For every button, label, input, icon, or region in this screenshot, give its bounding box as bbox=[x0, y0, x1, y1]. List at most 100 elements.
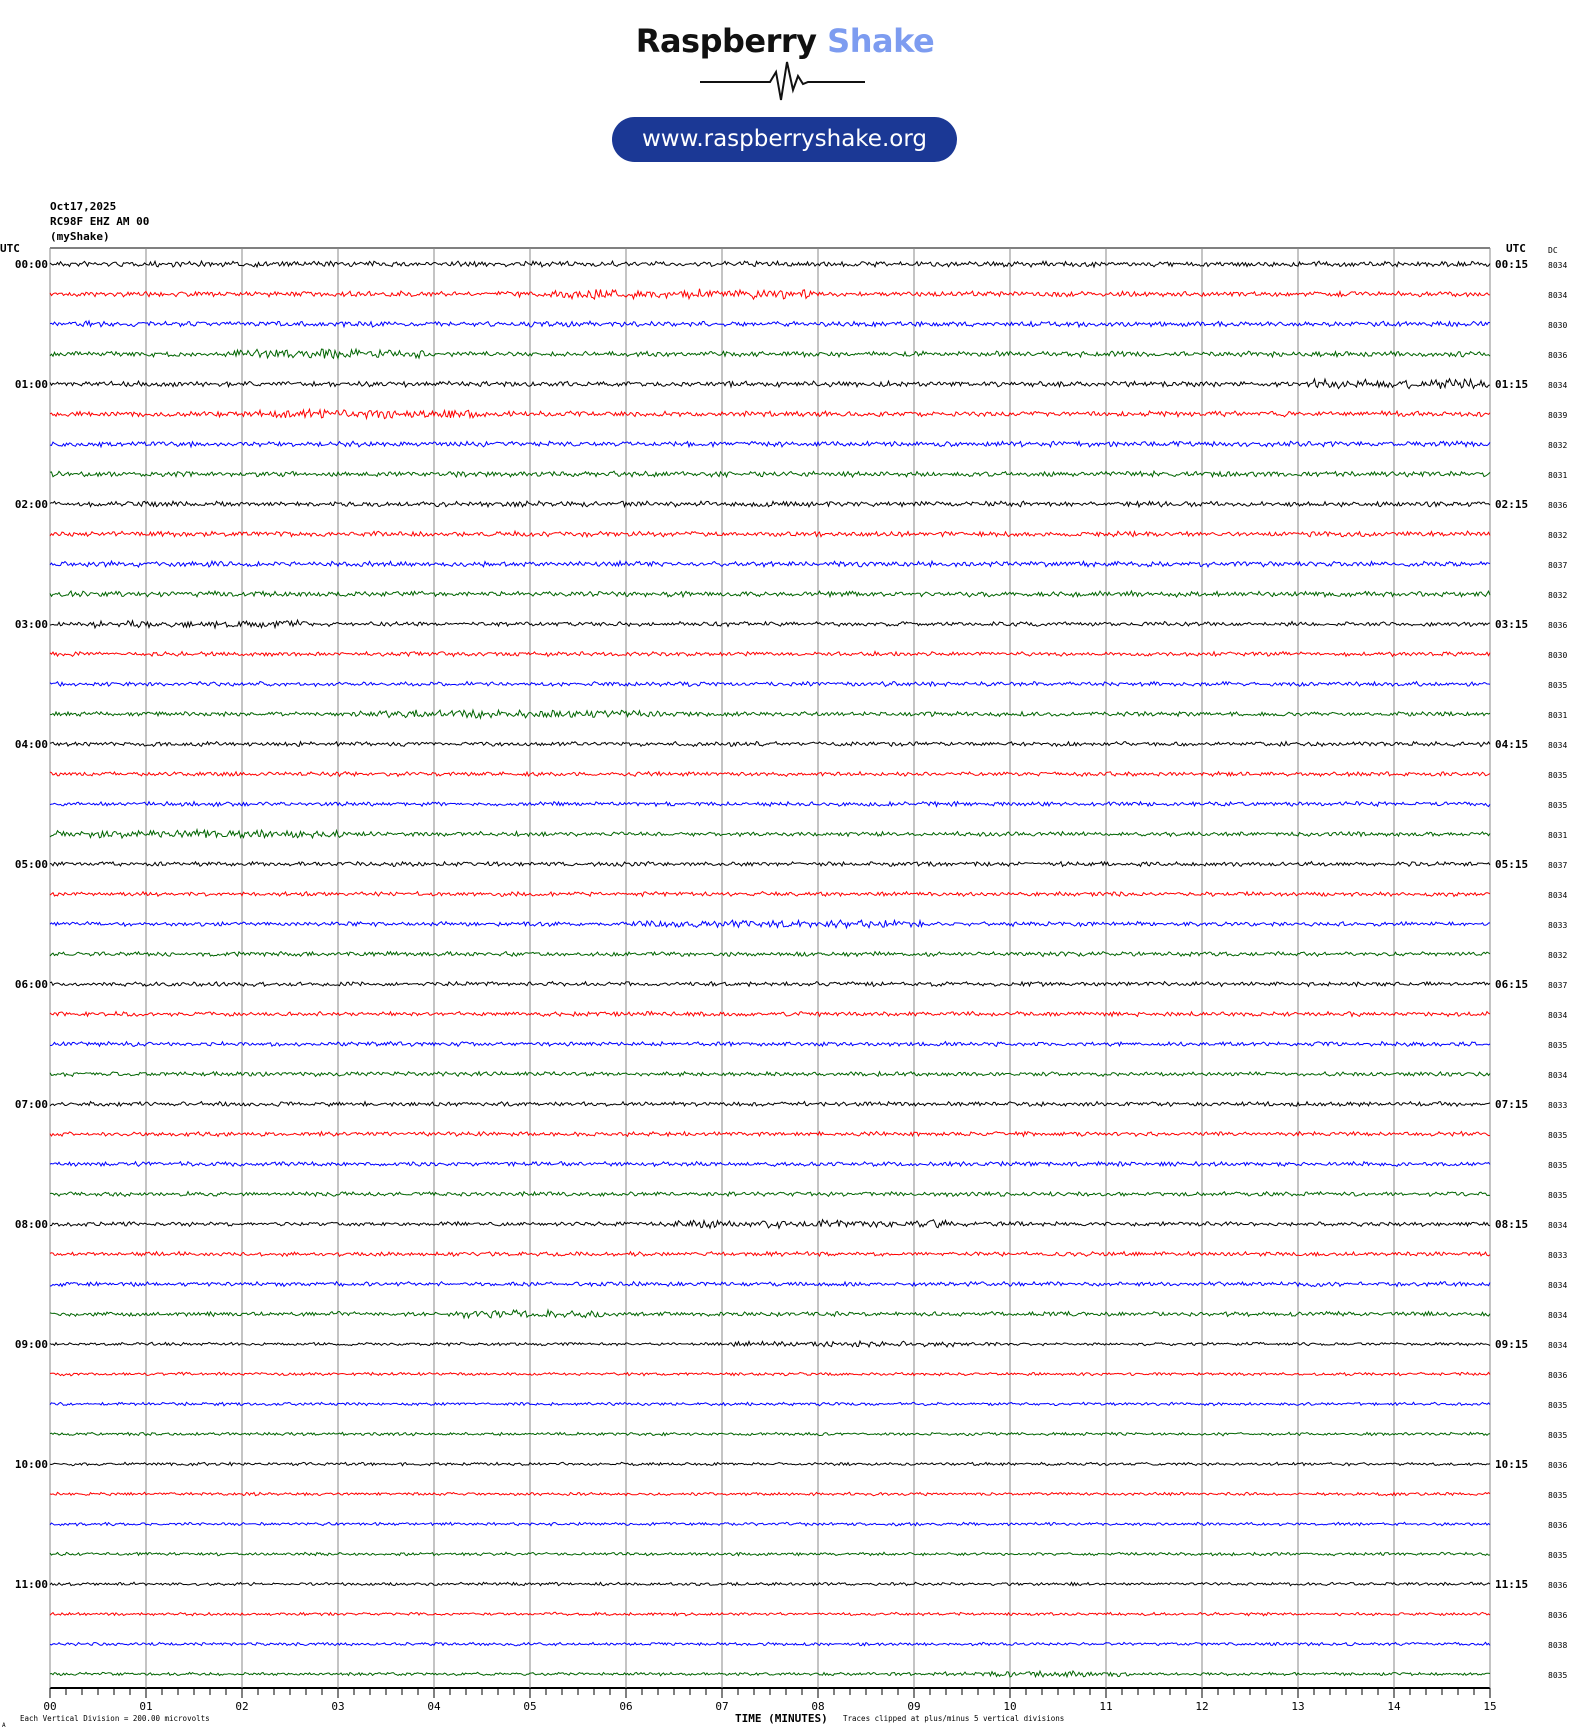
x-tick-label: 08 bbox=[811, 1700, 824, 1713]
left-hour-label: 05:00 bbox=[15, 858, 48, 871]
logo-title: Raspberry Shake bbox=[0, 22, 1570, 60]
left-hour-label: 06:00 bbox=[15, 978, 48, 991]
right-hour-label: 04:15 bbox=[1495, 738, 1528, 751]
seismic-trace bbox=[49, 259, 1491, 269]
left-hour-label: 04:00 bbox=[15, 738, 48, 751]
seismic-trace bbox=[49, 1461, 1491, 1467]
seismic-trace bbox=[49, 559, 1491, 569]
dc-offset-label: 8039 bbox=[1548, 411, 1567, 420]
dc-offset-label: 8035 bbox=[1548, 1401, 1567, 1410]
left-hour-label: 08:00 bbox=[15, 1218, 48, 1231]
dc-offset-label: 8038 bbox=[1548, 1641, 1567, 1650]
dc-offset-label: 8030 bbox=[1548, 651, 1567, 660]
left-hour-label: 01:00 bbox=[15, 378, 48, 391]
seismic-trace bbox=[49, 618, 1491, 630]
right-hour-label: 01:15 bbox=[1495, 378, 1528, 391]
x-tick-label: 06 bbox=[619, 1700, 632, 1713]
dc-offset-label: 8034 bbox=[1548, 741, 1567, 750]
right-hour-label: 07:15 bbox=[1495, 1098, 1528, 1111]
seismic-trace bbox=[49, 827, 1491, 840]
station-label: RC98F EHZ AM 00 bbox=[50, 215, 150, 228]
seismic-trace bbox=[49, 1160, 1491, 1168]
dc-offset-label: 8035 bbox=[1548, 1041, 1567, 1050]
dc-offset-label: 8032 bbox=[1548, 951, 1567, 960]
dc-offset-label: 8037 bbox=[1548, 981, 1567, 990]
x-axis-title: TIME (MINUTES) bbox=[735, 1712, 828, 1725]
right-utc-title: UTC bbox=[1506, 242, 1526, 255]
dc-offset-label: 8034 bbox=[1548, 381, 1567, 390]
dc-title: DC bbox=[1548, 246, 1558, 255]
dc-offset-label: 8034 bbox=[1548, 1281, 1567, 1290]
dc-offset-label: 8035 bbox=[1548, 1431, 1567, 1440]
dc-offset-label: 8033 bbox=[1548, 921, 1567, 930]
seismic-trace bbox=[49, 1040, 1491, 1048]
website-link[interactable]: www.raspberryshake.org bbox=[612, 117, 957, 162]
dc-offset-label: 8035 bbox=[1548, 1191, 1567, 1200]
right-hour-label: 10:15 bbox=[1495, 1458, 1528, 1471]
left-utc-title: UTC bbox=[0, 242, 20, 255]
seismic-trace bbox=[49, 1339, 1491, 1349]
seismic-trace bbox=[49, 319, 1491, 329]
left-hour-label: 02:00 bbox=[15, 498, 48, 511]
dc-offset-label: 8033 bbox=[1548, 1251, 1567, 1260]
seismic-trace bbox=[49, 1010, 1491, 1018]
dc-offset-label: 8036 bbox=[1548, 1371, 1567, 1380]
seismic-trace bbox=[49, 1401, 1491, 1407]
x-tick-label: 01 bbox=[139, 1700, 152, 1713]
dc-offset-label: 8032 bbox=[1548, 531, 1567, 540]
dc-offset-label: 8034 bbox=[1548, 1011, 1567, 1020]
seismic-trace bbox=[49, 1100, 1491, 1108]
seismic-trace bbox=[49, 1218, 1491, 1230]
x-tick-label: 05 bbox=[523, 1700, 536, 1713]
dc-offset-label: 8035 bbox=[1548, 801, 1567, 810]
seismic-trace bbox=[49, 1371, 1491, 1377]
dc-offset-label: 8035 bbox=[1548, 1131, 1567, 1140]
dc-offset-label: 8035 bbox=[1548, 1671, 1567, 1680]
x-tick-label: 03 bbox=[331, 1700, 344, 1713]
seismic-trace bbox=[49, 950, 1491, 958]
dc-offset-label: 8034 bbox=[1548, 1341, 1567, 1350]
right-hour-label: 03:15 bbox=[1495, 618, 1528, 631]
dc-offset-label: 8036 bbox=[1548, 1461, 1567, 1470]
dc-offset-label: 8032 bbox=[1548, 591, 1567, 600]
corner-mark: A bbox=[2, 1722, 6, 1729]
seismic-trace bbox=[49, 589, 1491, 599]
dc-offset-label: 8035 bbox=[1548, 1161, 1567, 1170]
dc-offset-label: 8036 bbox=[1548, 351, 1567, 360]
seismic-trace bbox=[49, 860, 1491, 868]
seismic-trace bbox=[49, 680, 1491, 688]
clip-note: Traces clipped at plus/minus 5 vertical … bbox=[843, 1714, 1064, 1723]
seismic-trace bbox=[49, 918, 1491, 930]
dc-offset-label: 8035 bbox=[1548, 681, 1567, 690]
x-tick-label: 09 bbox=[907, 1700, 920, 1713]
right-hour-label: 09:15 bbox=[1495, 1338, 1528, 1351]
x-tick-label: 04 bbox=[427, 1700, 441, 1713]
seismic-trace bbox=[49, 740, 1491, 748]
right-hour-label: 08:15 bbox=[1495, 1218, 1528, 1231]
seismic-trace bbox=[49, 407, 1491, 421]
dc-offset-label: 8032 bbox=[1548, 441, 1567, 450]
seismic-trace bbox=[49, 1581, 1491, 1587]
dc-offset-label: 8034 bbox=[1548, 1221, 1567, 1230]
seismic-trace bbox=[49, 1308, 1491, 1320]
seismic-trace bbox=[49, 440, 1491, 449]
seismic-trace bbox=[49, 1190, 1491, 1198]
seismic-trace bbox=[49, 499, 1491, 509]
seismic-trace bbox=[49, 770, 1491, 778]
seismic-trace bbox=[49, 1431, 1491, 1437]
x-tick-label: 13 bbox=[1291, 1700, 1304, 1713]
dc-offset-label: 8035 bbox=[1548, 1551, 1567, 1560]
x-tick-label: 07 bbox=[715, 1700, 728, 1713]
dc-offset-label: 8030 bbox=[1548, 321, 1567, 330]
x-tick-label: 14 bbox=[1387, 1700, 1401, 1713]
right-hour-label: 02:15 bbox=[1495, 498, 1528, 511]
dc-offset-label: 8034 bbox=[1548, 291, 1567, 300]
seismic-trace bbox=[49, 1669, 1491, 1679]
left-hour-label: 07:00 bbox=[15, 1098, 48, 1111]
source-label: (myShake) bbox=[50, 230, 110, 243]
x-tick-label: 10 bbox=[1003, 1700, 1016, 1713]
dc-offset-label: 8036 bbox=[1548, 1611, 1567, 1620]
seismic-trace bbox=[49, 708, 1491, 720]
dc-offset-label: 8036 bbox=[1548, 1521, 1567, 1530]
